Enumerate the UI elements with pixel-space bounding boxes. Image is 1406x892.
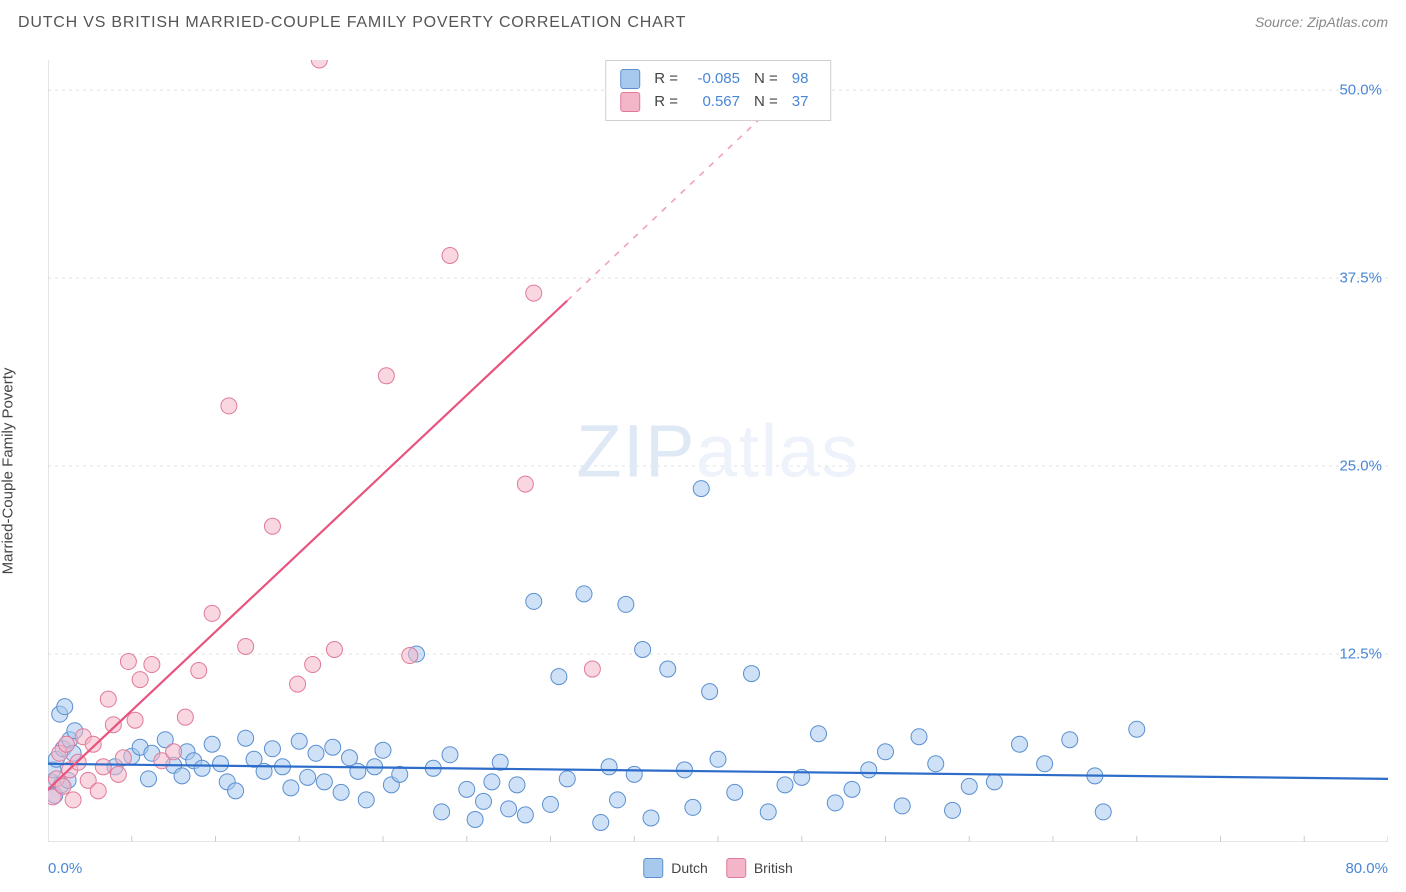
swatch-dutch <box>620 69 640 89</box>
correlation-row-dutch: R = -0.085 N = 98 <box>620 68 816 91</box>
y-axis-label: Married-Couple Family Poverty <box>0 368 17 575</box>
legend-item-dutch: Dutch <box>643 858 708 878</box>
x-min-label: 0.0% <box>48 860 82 877</box>
swatch-british <box>620 92 640 112</box>
y-tick-label: 37.5% <box>1339 270 1382 287</box>
y-tick-label: 25.0% <box>1339 458 1382 475</box>
chart-source: Source: ZipAtlas.com <box>1255 14 1388 30</box>
legend-swatch-british <box>726 858 746 878</box>
plot-region: ZIPatlas R = -0.085 N = 98 R = 0.567 N =… <box>48 60 1388 842</box>
correlation-legend: R = -0.085 N = 98 R = 0.567 N = 37 <box>605 60 831 121</box>
chart-area: Married-Couple Family Poverty ZIPatlas R… <box>0 50 1406 892</box>
bottom-bar: 0.0% Dutch British 80.0% <box>48 852 1388 884</box>
legend-swatch-dutch <box>643 858 663 878</box>
series-legend: Dutch British <box>643 858 792 878</box>
chart-title: DUTCH VS BRITISH MARRIED-COUPLE FAMILY P… <box>18 14 686 32</box>
chart-header: DUTCH VS BRITISH MARRIED-COUPLE FAMILY P… <box>18 14 1388 32</box>
y-tick-label: 50.0% <box>1339 82 1382 99</box>
correlation-row-british: R = 0.567 N = 37 <box>620 91 816 114</box>
scatter-svg <box>48 60 1388 842</box>
x-max-label: 80.0% <box>1345 860 1388 877</box>
y-tick-label: 12.5% <box>1339 646 1382 663</box>
legend-item-british: British <box>726 858 793 878</box>
